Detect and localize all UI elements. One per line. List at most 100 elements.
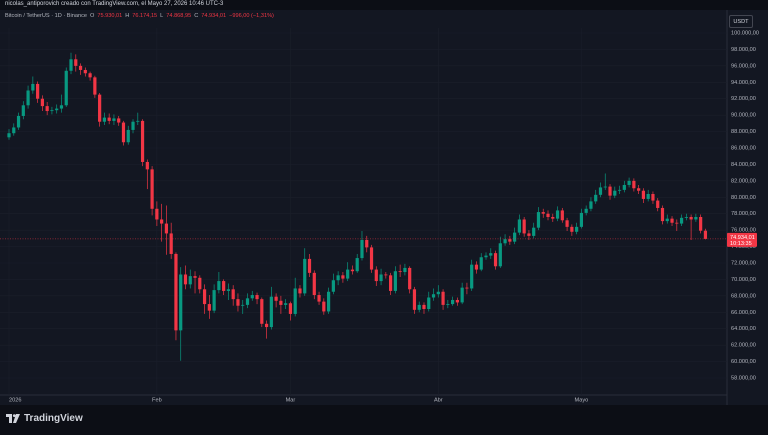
x-tick-label: Feb [152, 397, 162, 403]
candle-body [160, 219, 164, 224]
legend-value: 74.868,95 [166, 13, 192, 19]
y-tick-label: 74.000,00 [731, 244, 756, 250]
candle-body [40, 98, 44, 107]
candle-body [441, 291, 445, 305]
currency-button[interactable]: USDT [729, 15, 753, 28]
candle-body [98, 94, 102, 122]
y-tick-label: 66.000,00 [731, 310, 756, 316]
top-bar [0, 0, 768, 10]
y-tick-label: 94.000,00 [731, 80, 756, 86]
logo-icon [6, 414, 20, 423]
legend-change: −996,00 (−1,31%) [229, 13, 274, 19]
candle-body [527, 233, 531, 236]
y-tick-label: 86.000,00 [731, 145, 756, 151]
y-tick-label: 80.000,00 [731, 195, 756, 201]
logo: TradingView [6, 413, 83, 424]
candle-body [179, 274, 183, 331]
candle-body [350, 269, 355, 272]
legend-key: C [194, 13, 199, 19]
candle-body [193, 276, 197, 278]
candle-body [694, 217, 698, 220]
candle-body [255, 295, 259, 300]
candle-body [45, 106, 49, 112]
y-tick-label: 62.000,00 [731, 343, 756, 349]
candle-body [207, 304, 211, 311]
candle-body [50, 110, 54, 112]
candle-body [689, 217, 693, 220]
candle-body [21, 105, 25, 116]
candle-body [231, 289, 235, 300]
candle-body [479, 257, 483, 270]
candle-body [613, 190, 617, 196]
candle-body [637, 188, 641, 191]
candle-body [541, 212, 545, 214]
candle-body [646, 194, 650, 199]
candle-body [417, 304, 421, 310]
candle-body [117, 118, 121, 123]
candle-body [389, 275, 393, 291]
candle-body [16, 115, 21, 128]
candle-body [422, 304, 426, 309]
y-tick-label: 64.000,00 [731, 326, 756, 332]
x-tick-label: Abr [434, 397, 443, 403]
candle-body [699, 217, 703, 231]
candle-body [546, 213, 550, 217]
candle-body [307, 258, 312, 273]
y-tick-label: 100.000,00 [731, 30, 759, 36]
y-tick-label: 78.000,00 [731, 211, 756, 217]
candle-body [632, 180, 636, 189]
legend-value: 75.930,01 [97, 13, 123, 19]
candle-body [293, 288, 297, 314]
last-price-box [727, 232, 757, 247]
candle-body [55, 108, 59, 111]
candle-body [369, 247, 374, 270]
candle-body [498, 243, 502, 267]
footer [0, 405, 768, 435]
y-tick-label: 98.000,00 [731, 47, 756, 53]
candle-body [517, 219, 521, 233]
candle-body [174, 253, 178, 331]
candle-body [684, 217, 688, 218]
candle-body [69, 59, 73, 71]
candle-body [198, 277, 202, 290]
candle-body [155, 208, 159, 220]
candle-body [446, 304, 450, 305]
candle-body [403, 267, 407, 273]
y-tick-label: 76.000,00 [731, 228, 756, 234]
candle-body [560, 210, 564, 221]
candle-body [484, 255, 488, 258]
legend-key: H [125, 13, 130, 19]
candle-body [489, 253, 493, 256]
y-tick-label: 92.000,00 [731, 96, 756, 102]
candle-body [222, 281, 226, 291]
candle-body [570, 226, 574, 232]
candle-body [303, 258, 307, 294]
candle-body [269, 296, 273, 328]
candle-body [398, 271, 402, 273]
candle-body [102, 117, 106, 122]
candle-body [384, 274, 388, 276]
candle-body [474, 264, 479, 270]
candle-body [64, 70, 68, 106]
y-tick-label: 68.000,00 [731, 293, 756, 299]
candle-body [59, 105, 64, 109]
candle-body [508, 239, 512, 242]
candle-body [703, 230, 708, 239]
candle-body [326, 291, 331, 312]
candle-body [431, 294, 436, 298]
candle-body [346, 269, 350, 279]
candle-body [183, 274, 188, 285]
candle-body [7, 133, 11, 138]
legend-value: 74.934,01 [201, 13, 227, 19]
candle-body [26, 90, 30, 106]
candle-body [427, 297, 431, 309]
candle-body [651, 194, 655, 201]
candle-body [226, 289, 231, 291]
candle-body [451, 299, 455, 305]
candle-body [460, 287, 464, 303]
candle-body [12, 127, 16, 134]
candle-body [88, 73, 92, 78]
candle-body [493, 253, 498, 267]
